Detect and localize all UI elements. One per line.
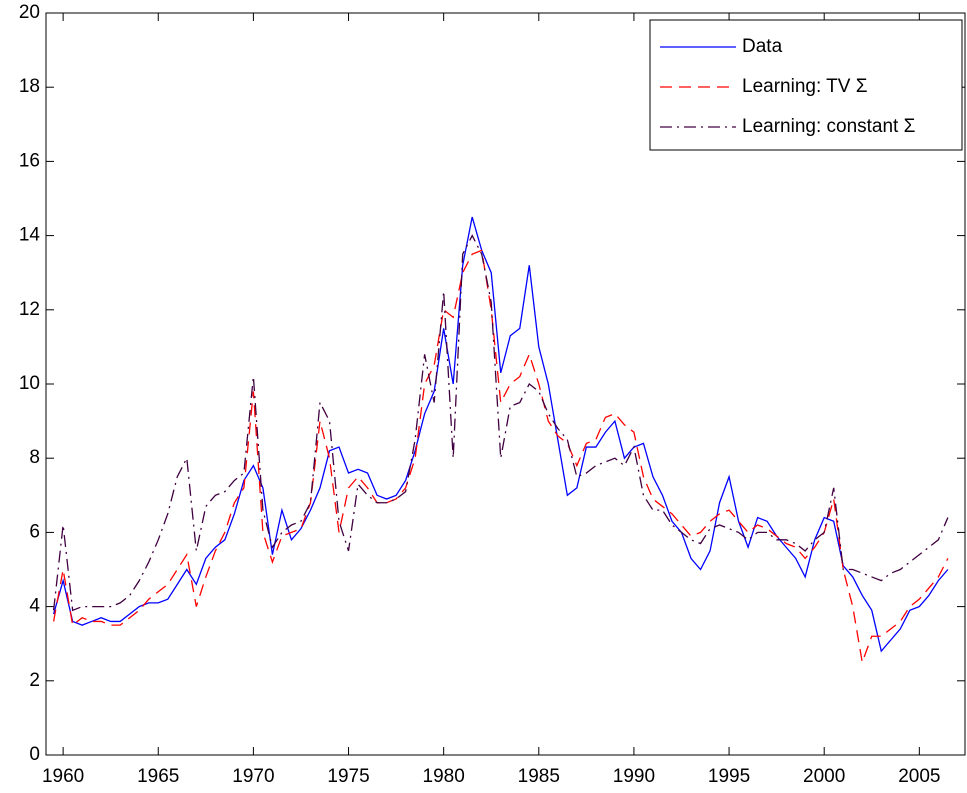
x-tick-label: 1960 bbox=[42, 766, 84, 787]
x-tick-label: 1990 bbox=[613, 766, 655, 787]
series-line bbox=[52, 234, 949, 612]
x-tick-label: 1995 bbox=[708, 766, 750, 787]
y-tick-label: 8 bbox=[29, 447, 40, 468]
x-tick-label: 1985 bbox=[518, 766, 560, 787]
y-tick-label: 6 bbox=[29, 521, 40, 542]
legend-label: Learning: constant Σ bbox=[742, 116, 915, 137]
series-line bbox=[52, 249, 949, 665]
x-tick-label: 2000 bbox=[803, 766, 845, 787]
legend-label: Learning: TV Σ bbox=[742, 76, 867, 97]
y-tick-label: 0 bbox=[29, 744, 40, 765]
y-tick-label: 4 bbox=[29, 596, 40, 617]
y-tick-label: 2 bbox=[29, 670, 40, 691]
y-tick-label: 12 bbox=[19, 299, 40, 320]
x-tick-label: 1965 bbox=[137, 766, 179, 787]
x-tick-label: 1970 bbox=[232, 766, 274, 787]
y-tick-label: 20 bbox=[19, 2, 40, 23]
legend-box bbox=[649, 19, 963, 151]
y-tick-label: 10 bbox=[19, 373, 40, 394]
x-tick-label: 1980 bbox=[423, 766, 465, 787]
y-tick-label: 14 bbox=[19, 225, 41, 246]
series-line bbox=[52, 216, 949, 653]
plot-frame bbox=[45, 12, 966, 756]
y-tick-label: 16 bbox=[19, 150, 40, 171]
legend-label: Data bbox=[742, 36, 783, 57]
x-tick-label: 1975 bbox=[327, 766, 369, 787]
x-tick-label: 2005 bbox=[898, 766, 940, 787]
y-tick-label: 18 bbox=[19, 76, 40, 97]
